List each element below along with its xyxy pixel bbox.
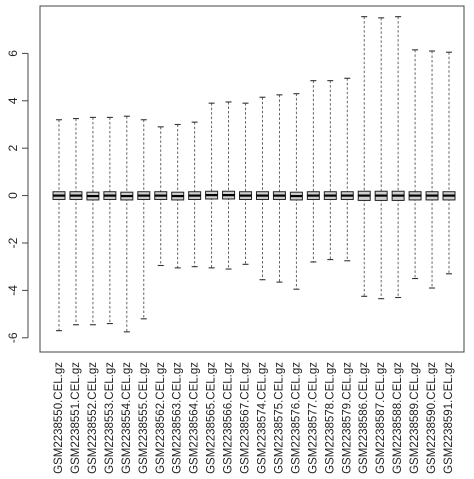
y-tick-label: -2 (6, 237, 20, 248)
box-item (442, 51, 456, 275)
x-tick-label: GSM2238555.CEL.gz (138, 362, 150, 474)
box-item (391, 16, 405, 299)
x-tick-label: GSM2238567.CEL.gz (240, 362, 252, 474)
x-tick-label: GSM2238551.CEL.gz (70, 362, 82, 474)
box-item (222, 101, 236, 270)
box-item (188, 121, 202, 268)
box-item (323, 80, 337, 261)
x-tick-label: GSM2238562.CEL.gz (155, 362, 167, 474)
y-tick-label: 6 (6, 50, 20, 57)
x-tick-label: GSM2238553.CEL.gz (104, 362, 116, 474)
x-tick-label: GSM2238574.CEL.gz (257, 362, 269, 474)
x-tick-label: GSM2238578.CEL.gz (324, 362, 336, 474)
x-tick-label: GSM2238575.CEL.gz (273, 362, 285, 474)
box-item (103, 116, 117, 325)
y-tick-label: -4 (6, 285, 20, 296)
box-item (154, 126, 168, 267)
x-axis-labels: GSM2238550.CEL.gz GSM2238551.CEL.gz GSM223… (53, 362, 455, 474)
box-item (425, 50, 439, 289)
x-tick-label: GSM2238565.CEL.gz (206, 362, 218, 474)
plot-frame (39, 5, 465, 353)
box-item (340, 77, 354, 262)
y-tick-label: -6 (6, 332, 20, 343)
box-item (171, 123, 185, 269)
x-tick-label: GSM2238564.CEL.gz (189, 362, 201, 474)
box-item (272, 94, 286, 283)
x-tick-label: GSM2238579.CEL.gz (341, 362, 353, 474)
box-item (239, 102, 253, 265)
x-tick-label: GSM2238591.CEL.gz (443, 362, 455, 474)
box-item (120, 115, 134, 333)
x-tick-label: GSM2238589.CEL.gz (409, 362, 421, 474)
x-tick-label: GSM2238550.CEL.gz (53, 362, 65, 474)
y-tick-label: 2 (6, 145, 20, 152)
box-item (137, 119, 151, 320)
y-tick-label: 0 (6, 192, 20, 199)
x-tick-label: GSM2238588.CEL.gz (392, 362, 404, 474)
x-tick-label: GSM2238552.CEL.gz (87, 362, 99, 474)
y-tick-label: 4 (6, 97, 20, 104)
x-tick-label: GSM2238586.CEL.gz (358, 362, 370, 474)
box-item (306, 80, 320, 263)
box-series (52, 16, 456, 333)
x-tick-label: GSM2238577.CEL.gz (307, 362, 319, 474)
x-tick-label: GSM2238587.CEL.gz (375, 362, 387, 474)
box-item (408, 49, 422, 280)
box-item (86, 116, 100, 326)
x-tick-label: GSM2238566.CEL.gz (223, 362, 235, 474)
y-axis: -6 -4 -2 0 2 4 6 (6, 50, 29, 343)
box-item (374, 17, 388, 300)
box-item (289, 93, 303, 290)
x-tick-label: GSM2238554.CEL.gz (121, 362, 133, 474)
box-item (255, 96, 269, 281)
box-item (69, 118, 83, 326)
box-item (205, 102, 219, 269)
box-item (52, 119, 66, 332)
x-tick-label: GSM2238576.CEL.gz (290, 362, 302, 474)
box-item (357, 16, 371, 297)
x-tick-label: GSM2238563.CEL.gz (172, 362, 184, 474)
x-tick-label: GSM2238590.CEL.gz (426, 362, 438, 474)
